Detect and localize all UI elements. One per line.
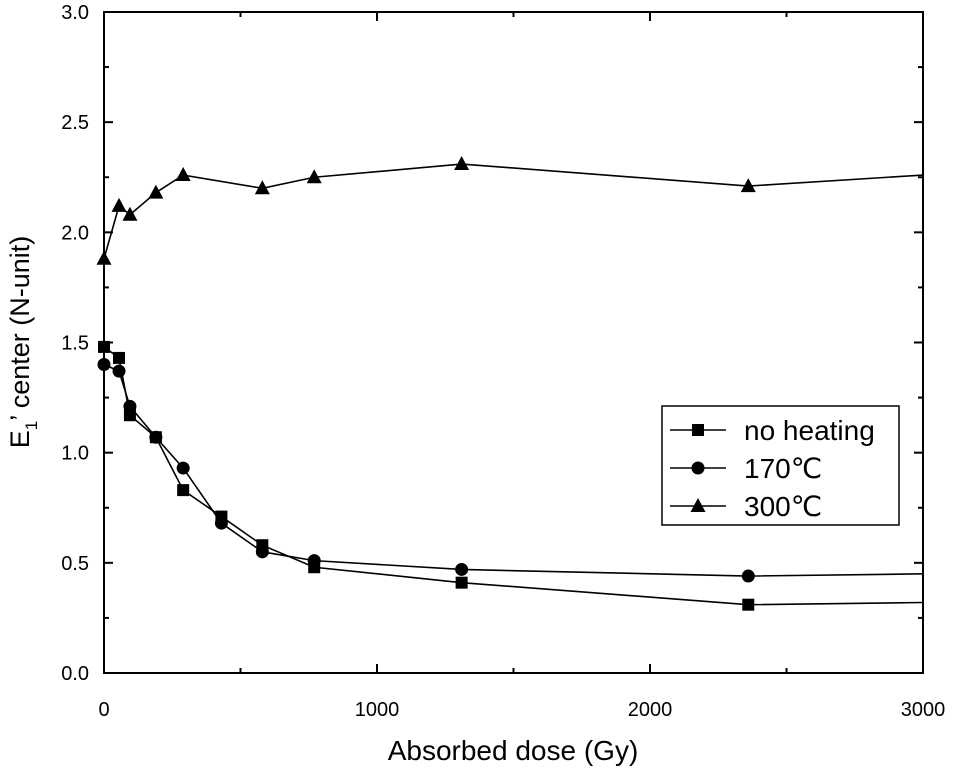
y-tick-label: 1.5	[61, 333, 89, 355]
data-point-circle	[741, 569, 755, 583]
data-point-circle	[149, 430, 163, 444]
data-point-square	[123, 409, 136, 422]
legend-label: 300℃	[744, 491, 822, 522]
y-axis-label-rest: ’ center (N-unit)	[5, 236, 35, 421]
data-point-triangle	[254, 180, 270, 195]
series-layer	[96, 156, 924, 611]
x-axis-ticks: 0 1000 2000 3000	[98, 12, 945, 721]
legend-item: no heating	[670, 415, 875, 446]
x-axis-label: Absorbed dose (Gy)	[388, 735, 639, 766]
data-point-triangle	[306, 169, 322, 184]
svg-text:E1’ center (N-unit): E1’ center (N-unit)	[5, 236, 41, 449]
x-tick-label: 1000	[355, 699, 400, 721]
data-point-circle	[455, 562, 469, 576]
data-point-triangle	[454, 156, 470, 171]
x-tick-label: 0	[98, 699, 109, 721]
legend-label: no heating	[744, 415, 875, 446]
plot-frame	[103, 11, 924, 674]
legend-item: 300℃	[670, 491, 822, 522]
legend-marker-circle	[691, 461, 705, 475]
data-point-triangle	[740, 178, 756, 193]
y-axis-label: E1’ center (N-unit)	[5, 236, 41, 449]
data-point-triangle	[175, 167, 191, 182]
series-triangle	[96, 156, 924, 265]
series-circle	[97, 358, 924, 583]
data-point-square	[455, 576, 468, 589]
data-point-square	[113, 351, 126, 364]
y-axis-ticks: 0.0 0.5 1.0 1.5 2.0 2.5 3.0	[61, 2, 923, 685]
legend-marker-triangle	[690, 498, 706, 512]
y-tick-label: 0.5	[61, 553, 89, 575]
series-line	[103, 163, 924, 259]
data-point-circle	[97, 358, 111, 372]
legend-label: 170℃	[744, 453, 822, 484]
y-axis-label-main: E	[5, 430, 35, 448]
data-point-square	[177, 484, 190, 497]
y-tick-label: 0.0	[61, 663, 89, 685]
x-tick-label: 3000	[901, 699, 946, 721]
y-axis-label-subscript: 1	[22, 421, 41, 430]
data-point-circle	[123, 399, 137, 413]
data-point-circle	[176, 461, 190, 475]
y-tick-label: 1.0	[61, 443, 89, 465]
y-tick-label: 3.0	[61, 2, 89, 24]
data-point-triangle	[122, 206, 138, 221]
data-point-square	[98, 340, 110, 353]
data-point-triangle	[148, 184, 164, 199]
data-point-triangle	[96, 250, 112, 265]
x-tick-label: 2000	[628, 699, 673, 721]
data-point-circle	[214, 516, 228, 530]
data-point-triangle	[111, 197, 127, 212]
legend-item: 170℃	[670, 453, 822, 484]
y-tick-label: 2.5	[61, 112, 89, 134]
legend: no heating 170℃ 300℃	[661, 405, 900, 526]
legend-items: no heating 170℃ 300℃	[670, 415, 875, 522]
data-point-square	[742, 598, 755, 611]
y-tick-label: 2.0	[61, 222, 89, 244]
data-point-circle	[255, 545, 269, 559]
data-point-circle	[112, 364, 126, 378]
legend-marker-square	[692, 424, 704, 436]
data-point-circle	[307, 554, 321, 568]
